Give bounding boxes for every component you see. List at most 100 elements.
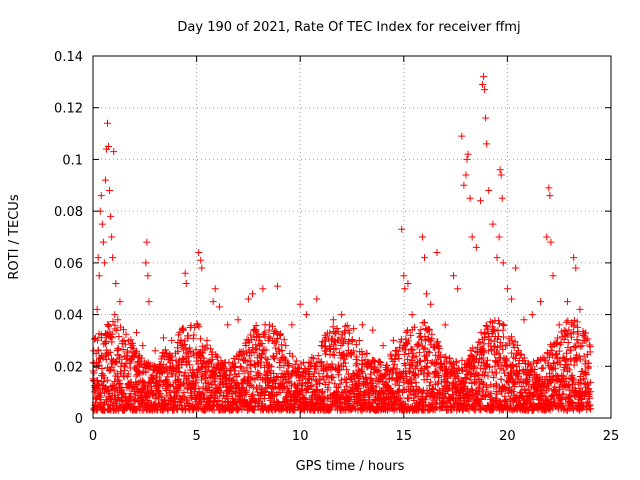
data-point [92,349,100,357]
band-point [403,340,411,348]
band-point [435,373,443,381]
data-point [139,342,147,350]
band-point [213,353,221,361]
band-point [551,364,559,372]
band-point [487,394,495,402]
band-point [272,338,280,346]
band-point [318,358,326,366]
band-point [199,349,207,357]
data-point [379,342,387,350]
data-point [144,272,152,280]
band-point [408,345,416,353]
band-point [353,359,361,367]
band-point [411,372,419,380]
band-point [430,396,438,404]
data-point [418,233,426,241]
band-point [252,322,260,330]
band-point [108,363,116,371]
band-point [442,353,450,361]
band-point [208,355,216,363]
band-point [148,374,156,382]
band-point [405,337,413,345]
data-point [255,336,263,344]
band-point [425,326,433,334]
band-point [308,375,316,383]
band-point [586,343,594,351]
band-point [364,399,372,407]
band-point [421,333,429,341]
band-point [111,377,119,385]
band-point [412,352,420,360]
band-point [434,380,442,388]
band-point [214,353,222,361]
band-point [370,387,378,395]
band-point [507,401,515,409]
band-point [565,381,573,389]
band-point [570,361,578,369]
data-point [302,311,310,319]
band-point [584,335,592,343]
y-axis-label: ROTI / TECUs [7,194,22,279]
band-point [294,364,302,372]
band-point [247,368,255,376]
band-point [247,357,255,365]
band-point [113,326,121,334]
band-point [358,357,366,365]
band-point [458,356,466,364]
band-point [495,320,503,328]
band-point [172,372,180,380]
band-point [480,371,488,379]
band-point [346,374,354,382]
band-point [355,336,363,344]
band-point [481,368,489,376]
data-point [111,311,119,319]
band-point [117,394,125,402]
band-point [124,370,132,378]
band-point [492,380,500,388]
band-point [257,385,265,393]
band-point [132,364,140,372]
band-point [356,373,364,381]
band-point [355,391,363,399]
y-tick-label: 0.12 [54,102,83,117]
band-point [268,322,276,330]
data-point [576,305,584,313]
band-point [428,330,436,338]
band-point [587,405,595,413]
data-point [108,233,116,241]
band-point [244,403,252,411]
band-point [407,390,415,398]
data-point [472,243,480,251]
band-point [573,336,581,344]
band-point [106,348,114,356]
band-point [389,388,397,396]
data-point [495,233,503,241]
band-point [416,399,424,407]
band-point [207,397,215,405]
band-point [282,395,290,403]
band-point [109,318,117,326]
band-point [320,393,328,401]
band-point [148,387,156,395]
band-point [482,322,490,329]
band-point [501,356,509,364]
band-point [176,382,184,390]
band-point [414,371,422,379]
band-point [488,368,496,376]
band-point [202,371,210,379]
data-point [282,342,290,350]
band-point [381,371,389,379]
band-point [311,362,319,370]
band-point [485,333,493,341]
band-point [324,384,332,392]
band-point [423,364,431,372]
band-point [484,372,492,380]
band-point [413,340,421,348]
band-point [434,338,442,346]
band-point [100,378,108,386]
band-point [586,378,594,386]
data-point [460,181,468,189]
band-point [346,397,354,405]
data-point [398,225,406,233]
band-point [159,360,167,368]
